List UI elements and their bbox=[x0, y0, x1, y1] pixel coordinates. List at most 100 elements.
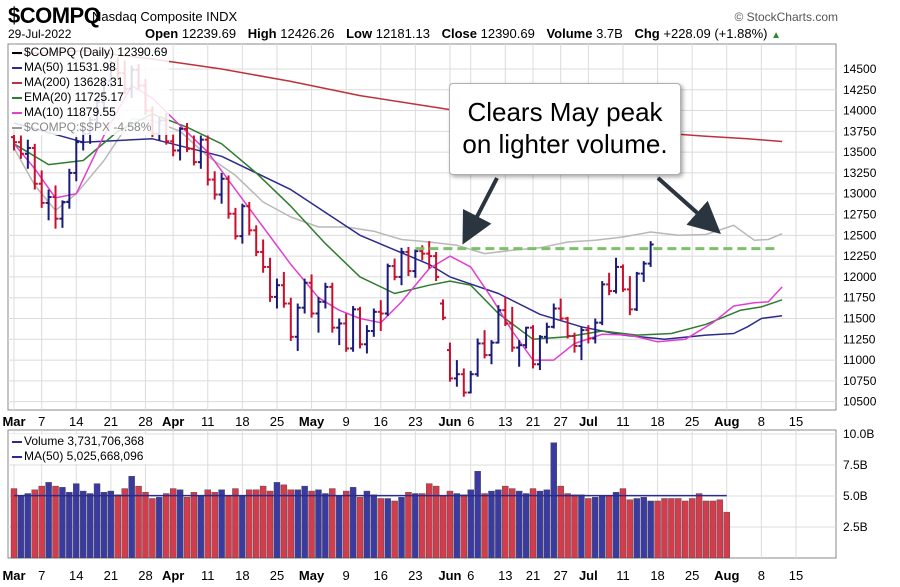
legend-entry: MA(50) 11531.98 bbox=[12, 60, 167, 75]
volume-bar bbox=[176, 489, 184, 559]
volume-bar bbox=[218, 489, 225, 559]
volume-bar bbox=[308, 490, 315, 559]
price-bar bbox=[599, 281, 606, 326]
x-tick-label: 25 bbox=[685, 414, 699, 429]
price-bar bbox=[38, 170, 45, 208]
x-tick-label: 28 bbox=[138, 414, 152, 429]
x-tick-label: 18 bbox=[235, 568, 249, 583]
volume-x-axis: Mar 7 14 21 28 Apr 11 18 25 May 9 16 23 Jun 6 13 21 27 Jul… bbox=[2, 568, 803, 583]
x-tick-label: Jul bbox=[579, 568, 598, 583]
price-bar bbox=[211, 171, 218, 200]
price-bar bbox=[357, 306, 363, 349]
x-tick-label: 14 bbox=[69, 414, 83, 429]
x-tick-label: 13 bbox=[498, 414, 512, 429]
volume-bar bbox=[301, 485, 308, 559]
volume-bar bbox=[612, 492, 620, 559]
x-tick-label: 15 bbox=[789, 568, 803, 583]
x-tick-label: 23 bbox=[408, 568, 422, 583]
legend-label: $COMPQ:$SPX -4.58% bbox=[24, 120, 152, 134]
volume-bar bbox=[522, 493, 530, 559]
x-tick-label: 23 bbox=[408, 414, 422, 429]
volume-bar bbox=[349, 487, 357, 559]
price-tick-label: 12500 bbox=[843, 228, 877, 242]
volume-bar bbox=[232, 488, 239, 559]
high-value: 12426.26 bbox=[280, 26, 335, 41]
price-bar bbox=[585, 325, 592, 344]
volume-bar bbox=[266, 490, 274, 559]
x-tick-label: 11 bbox=[201, 414, 215, 429]
volume-bar bbox=[495, 489, 502, 559]
volume-bar bbox=[585, 498, 592, 559]
price-bar bbox=[287, 297, 294, 341]
chg-label: Chg bbox=[634, 26, 660, 41]
price-tick-label: 11000 bbox=[843, 353, 876, 367]
price-bar bbox=[190, 135, 197, 166]
volume-bar bbox=[543, 489, 551, 559]
price-bar bbox=[502, 296, 509, 326]
volume-bar bbox=[682, 500, 689, 559]
price-bar bbox=[246, 202, 253, 236]
volume-bar bbox=[592, 497, 599, 559]
price-tick-label: 12750 bbox=[843, 208, 877, 222]
volume-bar bbox=[571, 494, 578, 559]
x-tick-label: 13 bbox=[498, 568, 512, 583]
volume-bar bbox=[460, 494, 467, 559]
price-bar bbox=[543, 322, 550, 344]
price-bar bbox=[426, 241, 433, 269]
volume-bar bbox=[723, 511, 730, 559]
open-value: 12239.69 bbox=[181, 26, 237, 41]
legend-swatch bbox=[12, 455, 22, 458]
volume-tick-label: 5.0B bbox=[843, 489, 868, 503]
x-tick-label: 7 bbox=[38, 568, 45, 583]
price-bar bbox=[273, 278, 280, 309]
price-bar bbox=[73, 137, 80, 182]
volume-bar bbox=[342, 490, 350, 559]
volume-bar bbox=[31, 489, 38, 559]
volume-bar bbox=[183, 497, 191, 559]
volume-bar bbox=[100, 492, 108, 559]
x-tick-label: 9 bbox=[343, 568, 350, 583]
legend-swatch bbox=[12, 51, 22, 54]
volume-bar bbox=[363, 490, 371, 559]
ma50-line bbox=[13, 122, 783, 341]
price-bar bbox=[17, 135, 24, 159]
volume-y-axis: 2.5B 5.0B 7.5B 10.0B bbox=[843, 427, 874, 534]
x-tick-label: 21 bbox=[104, 414, 118, 429]
price-bar bbox=[557, 298, 564, 321]
price-bar bbox=[640, 261, 647, 282]
volume-bar bbox=[426, 483, 433, 559]
price-bar bbox=[460, 368, 467, 397]
price-bar bbox=[412, 249, 419, 278]
volume-bar bbox=[356, 497, 364, 559]
volume-bar bbox=[668, 498, 675, 559]
x-tick-label: Jul bbox=[579, 414, 598, 429]
price-bar bbox=[315, 296, 322, 333]
annotation-arrows bbox=[462, 176, 721, 245]
x-tick-label: 25 bbox=[685, 568, 699, 583]
legend-swatch bbox=[12, 111, 22, 114]
legend-swatch bbox=[12, 81, 22, 84]
price-tick-label: 11500 bbox=[843, 312, 876, 326]
volume-bar bbox=[59, 487, 66, 559]
price-bar bbox=[440, 299, 447, 321]
price-tick-label: 12250 bbox=[843, 249, 877, 263]
price-bar bbox=[170, 134, 177, 157]
volume-bar bbox=[121, 488, 128, 559]
legend-entry: $COMPQ (Daily) 12390.69 bbox=[12, 45, 167, 60]
volume-bar bbox=[10, 488, 18, 559]
volume-bar bbox=[73, 483, 80, 559]
volume-tick-label: 7.5B bbox=[843, 458, 868, 472]
x-tick-label: 11 bbox=[616, 568, 630, 583]
volume-bar bbox=[502, 485, 509, 559]
volume-tick-label: 10.0B bbox=[843, 427, 874, 441]
stockcharts-brand[interactable]: © StockCharts.com bbox=[734, 10, 838, 24]
volume-bar bbox=[322, 493, 329, 559]
x-tick-label: Apr bbox=[162, 568, 184, 583]
x-tick-label: 15 bbox=[789, 414, 803, 429]
volume-bar bbox=[38, 485, 45, 559]
chg-up-icon: ▲ bbox=[771, 30, 781, 41]
volume-bar bbox=[509, 488, 516, 559]
index-name: Nasdaq Composite INDX bbox=[92, 9, 238, 24]
x-tick-label: 21 bbox=[526, 568, 540, 583]
volume-bar bbox=[169, 488, 177, 559]
